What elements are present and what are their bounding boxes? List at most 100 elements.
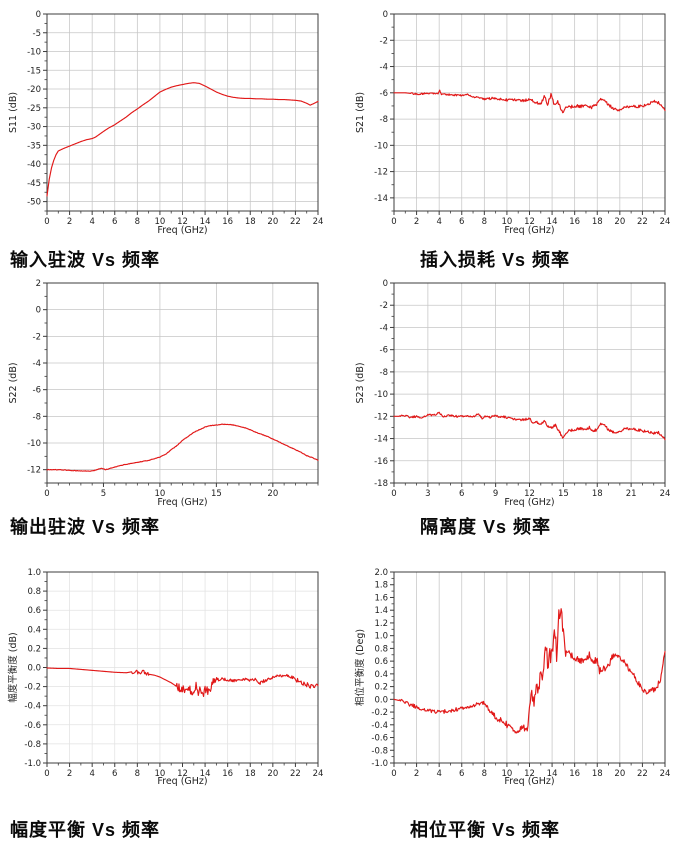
caption-input-vswr: 输入驻波 Vs 频率 — [10, 250, 161, 270]
x-tick-label: 10 — [502, 217, 513, 227]
x-axis-label: Freq (GHz) — [157, 497, 207, 508]
x-tick-label: 6 — [459, 489, 464, 499]
y-tick-label: 0.6 — [27, 606, 41, 616]
x-axis: 0 5 10 15 20 — [44, 483, 319, 499]
x-tick-label: 4 — [436, 769, 441, 779]
x-tick-label: 18 — [592, 769, 603, 779]
y-tick-label: -12 — [374, 168, 388, 178]
gridlines — [47, 14, 318, 211]
y-tick-label: -2 — [380, 301, 388, 311]
y-tick-label: -1.0 — [371, 759, 388, 769]
x-axis-label: Freq (GHz) — [504, 225, 554, 236]
x-tick-label: 24 — [660, 769, 671, 779]
x-tick-label: 12 — [524, 217, 535, 227]
x-tick-label: 4 — [89, 217, 94, 227]
x-tick-label: 6 — [459, 769, 464, 779]
x-tick-label: 6 — [112, 769, 117, 779]
y-tick-label: -40 — [27, 160, 41, 170]
caption-insertion-loss: 插入损耗 Vs 频率 — [420, 250, 571, 270]
chart-phase-balance: 0 2 4 6 8 10 12 14 16 18 20 22 24 2.0 1.8 1.6 1.4 1.2 1.0 0… — [352, 560, 692, 796]
y-tick-label: -0.8 — [24, 740, 41, 750]
caption-phase-balance: 相位平衡 Vs 频率 — [410, 820, 561, 840]
plot-frame — [46, 282, 319, 484]
y-tick-label: -6 — [380, 346, 388, 356]
x-tick-label: 16 — [569, 769, 580, 779]
x-axis: 0 2 4 6 8 10 12 14 16 18 20 22 24 — [44, 763, 323, 779]
y-tick-label: -50 — [27, 198, 41, 208]
gridlines — [47, 572, 318, 763]
x-axis-label: Freq (GHz) — [157, 225, 207, 236]
x-tick-label: 24 — [660, 489, 671, 499]
x-tick-label: 4 — [436, 217, 441, 227]
x-tick-label: 8 — [482, 217, 487, 227]
y-tick-label: 1.6 — [374, 593, 388, 603]
x-tick-label: 10 — [155, 217, 166, 227]
y-tick-label: -45 — [27, 179, 41, 189]
y-tick-label: 0 — [36, 10, 41, 20]
s21-plot: 0 2 4 6 8 10 12 14 16 18 20 22 240-2-4-6-8-10-12-14F… — [355, 10, 670, 236]
x-tick-label: 20 — [614, 217, 625, 227]
x-tick-label: 0 — [44, 489, 49, 499]
y-tick-label: -30 — [27, 123, 41, 133]
data-trace — [393, 411, 666, 441]
y-tick-label: -1.0 — [24, 759, 41, 769]
x-tick-label: 14 — [200, 217, 211, 227]
y-tick-label: -12 — [374, 412, 388, 422]
y-tick-label: -8 — [33, 412, 41, 422]
y-tick-label: 1.0 — [27, 568, 41, 578]
x-axis: 0 2 4 6 8 10 12 14 16 18 20 22 24 — [391, 211, 670, 227]
x-tick-label: 24 — [313, 769, 324, 779]
x-tick-label: 10 — [502, 769, 513, 779]
x-tick-label: 2 — [414, 769, 419, 779]
x-tick-label: 14 — [200, 769, 211, 779]
y-tick-label: 0.4 — [374, 670, 388, 680]
y-tick-label: 0.8 — [27, 587, 41, 597]
x-tick-label: 22 — [637, 217, 648, 227]
x-tick-label: 24 — [660, 217, 671, 227]
x-tick-label: 20 — [614, 769, 625, 779]
x-tick-label: 22 — [290, 769, 301, 779]
chart-s11: 0 2 4 6 8 10 12 14 16 18 20 22 24 0 -5 -10 -15 -20 -25 -30-… — [5, 2, 345, 240]
y-axis: 2 0 -2 -4 -6 -8 -10 -12 — [27, 279, 47, 484]
y-axis: 2.0 1.8 1.6 1.4 1.2 1.0 0.8 0.6 0.4 0.2 0.0 -0.2 -0.… — [371, 568, 394, 769]
caption-amplitude-balance: 幅度平衡 Vs 频率 — [10, 820, 161, 840]
gridlines — [394, 283, 665, 483]
y-tick-label: -8 — [380, 115, 388, 125]
y-tick-label: -0.6 — [24, 721, 41, 731]
y-axis: 0 -2 -4 -6 -8 -10 -12 -14 — [374, 10, 394, 212]
x-tick-label: 5 — [101, 489, 106, 499]
y-tick-label: -4 — [380, 323, 388, 333]
y-tick-label: -10 — [27, 439, 41, 449]
gridlines — [394, 14, 665, 211]
gridlines — [47, 283, 318, 483]
y-tick-label: -0.8 — [371, 746, 388, 756]
y-axis-label: S23 (dB) — [355, 362, 366, 403]
x-axis: 0 2 4 6 8 10 12 14 16 18 20 22 24 — [44, 211, 323, 227]
y-tick-label: 0.6 — [374, 657, 388, 667]
x-tick-label: 16 — [222, 217, 233, 227]
x-tick-label: 12 — [524, 489, 535, 499]
y-tick-label: -2 — [380, 36, 388, 46]
y-axis: 0 -2 -4 -6 -8 -10 -12 -14 -16 -18 — [374, 279, 394, 489]
x-tick-label: 2 — [414, 217, 419, 227]
x-tick-label: 12 — [177, 769, 188, 779]
y-tick-label: 0.8 — [374, 644, 388, 654]
y-tick-label: 1.4 — [374, 606, 388, 616]
y-tick-label: -15 — [27, 66, 41, 76]
y-axis-label: S22 (dB) — [8, 362, 19, 403]
chart-s21: 0 2 4 6 8 10 12 14 16 18 20 22 24 0 -2 -4 -6 -8 -10 -12 -14 F… — [352, 2, 692, 240]
y-tick-label: 1.0 — [374, 632, 388, 642]
x-tick-label: 12 — [177, 217, 188, 227]
y-tick-label: -0.4 — [371, 721, 388, 731]
y-tick-label: 0.0 — [27, 664, 41, 674]
chart-amplitude-balance: 0 2 4 6 8 10 12 14 16 18 20 22 24 1.0 0.8 0.6 0.4 0.2 0.0-… — [5, 560, 345, 796]
x-tick-label: 8 — [135, 769, 140, 779]
x-tick-label: 0 — [44, 217, 49, 227]
x-tick-label: 8 — [135, 217, 140, 227]
y-tick-label: 2 — [36, 279, 41, 289]
y-tick-label: 1.8 — [374, 581, 388, 591]
x-tick-label: 2 — [67, 769, 72, 779]
y-tick-label: -8 — [380, 368, 388, 378]
